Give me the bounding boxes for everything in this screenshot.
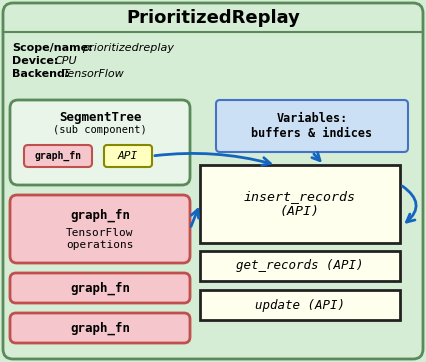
FancyBboxPatch shape [10,273,190,303]
Text: TensorFlow
operations: TensorFlow operations [66,228,134,250]
Text: graph_fn: graph_fn [70,321,130,334]
Text: graph_fn: graph_fn [70,209,130,222]
Text: insert_records
(API): insert_records (API) [244,190,356,218]
Text: Variables:
buffers & indices: Variables: buffers & indices [251,112,373,140]
Text: PrioritizedReplay: PrioritizedReplay [126,9,300,27]
Text: update (API): update (API) [255,299,345,311]
Text: prioritizedreplay: prioritizedreplay [82,43,174,53]
FancyBboxPatch shape [10,313,190,343]
FancyBboxPatch shape [216,100,408,152]
Text: TensorFlow: TensorFlow [63,69,125,79]
FancyArrowPatch shape [402,186,416,222]
FancyBboxPatch shape [3,3,423,359]
Text: graph_fn: graph_fn [70,281,130,295]
FancyBboxPatch shape [10,195,190,263]
Bar [200,165,400,243]
FancyBboxPatch shape [24,145,92,167]
Text: get_records (API): get_records (API) [236,260,364,273]
FancyBboxPatch shape [10,100,190,185]
Bar [200,251,400,281]
Text: Device:: Device: [12,56,58,66]
Text: Scope/name:: Scope/name: [12,43,92,53]
Text: API: API [118,151,138,161]
Text: SegmentTree: SegmentTree [59,110,141,123]
Text: CPU: CPU [55,56,78,66]
Text: graph_fn: graph_fn [35,151,81,161]
Text: (sub component): (sub component) [53,125,147,135]
Bar [200,290,400,320]
FancyBboxPatch shape [104,145,152,167]
Text: Backend:: Backend: [12,69,69,79]
